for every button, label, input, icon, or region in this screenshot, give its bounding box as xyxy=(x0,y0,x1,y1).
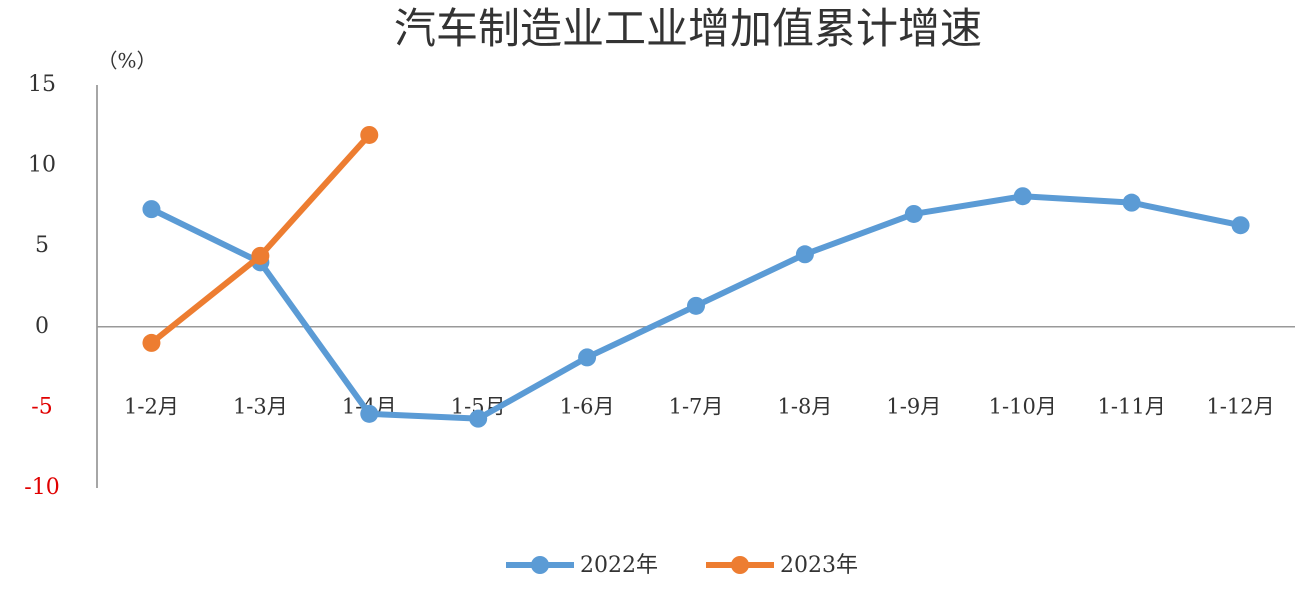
x-tick-label: 1-9月 xyxy=(886,395,941,419)
y-tick-label: 10 xyxy=(28,153,56,178)
x-tick-label: 1-8月 xyxy=(777,395,832,419)
data-point xyxy=(251,246,270,265)
chart-title: 汽车制造业工业增加值累计增速 xyxy=(394,4,982,53)
x-tick-label: 1-12月 xyxy=(1206,395,1274,419)
data-point xyxy=(1122,193,1141,212)
y-axis-label: （%） xyxy=(97,49,156,73)
x-tick-label: 1-2月 xyxy=(124,395,179,419)
data-point xyxy=(1013,187,1032,206)
data-point xyxy=(795,245,814,264)
x-tick-label: 1-11月 xyxy=(1098,395,1166,419)
legend-label: 2023年 xyxy=(780,553,858,578)
x-tick-label: 1-6月 xyxy=(560,395,615,419)
data-point xyxy=(142,333,161,352)
data-point xyxy=(360,125,379,144)
x-tick-label: 1-7月 xyxy=(669,395,724,419)
data-point xyxy=(360,404,379,423)
data-point xyxy=(904,204,923,223)
data-point xyxy=(1231,216,1250,235)
y-tick-label: 0 xyxy=(35,314,49,339)
y-tick-label: -10 xyxy=(24,475,59,500)
legend-marker xyxy=(531,556,549,574)
data-point xyxy=(687,296,705,315)
legend-label: 2022年 xyxy=(580,553,658,578)
data-point xyxy=(469,409,488,428)
x-tick-label: 1-10月 xyxy=(989,395,1057,419)
y-tick-label: -5 xyxy=(31,394,52,419)
data-point xyxy=(578,348,597,367)
data-point xyxy=(142,200,161,219)
y-tick-label: 15 xyxy=(28,72,56,97)
series-line xyxy=(149,132,372,346)
x-tick-label: 1-3月 xyxy=(233,395,288,419)
legend-marker xyxy=(731,556,749,574)
y-tick-label: 5 xyxy=(35,233,49,258)
